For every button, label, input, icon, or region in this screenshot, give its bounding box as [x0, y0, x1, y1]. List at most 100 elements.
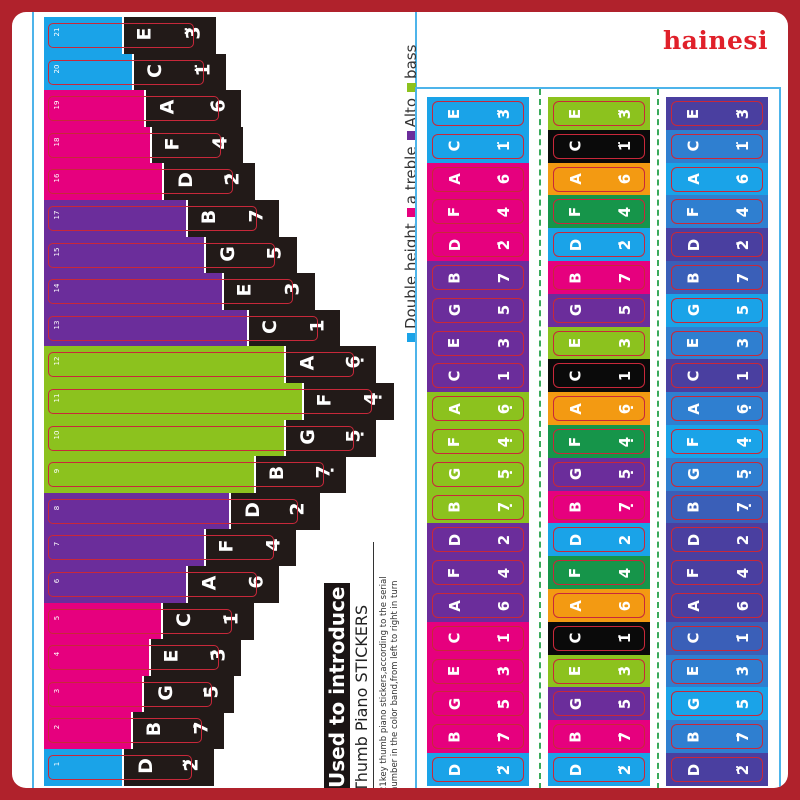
- sticker-cell: B 7̣: [548, 490, 650, 524]
- sticker-number: 7̣: [733, 501, 752, 513]
- key-number: 16: [53, 173, 61, 183]
- sticker-note: A: [566, 599, 585, 612]
- sticker-column-gradient: E 3̈ C 1̈ A 6̇ F 4̇ D 2̇ B 7 G 5 E 3 C 1 A 6̣ F 4̣ G 5̣ B 7̣ D 2 F 4 A…: [666, 97, 768, 787]
- sticker-cell: D 2̇: [666, 228, 768, 262]
- sticker-cell: F 4̣: [666, 425, 768, 458]
- sticker-number: 4̣: [733, 436, 752, 447]
- sticker-outline: B 7̇: [553, 724, 645, 750]
- sticker-note: A: [566, 173, 585, 185]
- sticker-cell: E 3̇: [427, 654, 529, 688]
- sticker-number: 7̇: [494, 731, 513, 742]
- sticker-cell: F 4̇: [548, 195, 650, 229]
- sticker-cell: G 5̇: [548, 687, 650, 721]
- sticker-number: 3̈: [733, 108, 752, 119]
- sticker-number: 1̇: [494, 633, 513, 644]
- sticker-cell: E 3̇: [548, 654, 650, 688]
- key-number: 6: [53, 578, 61, 584]
- sticker-number: 1: [615, 370, 634, 382]
- sticker-number: 3̈: [615, 108, 634, 119]
- sticker-number: 5̇: [494, 698, 513, 710]
- sticker-note: G: [567, 697, 586, 711]
- sticker-note: E: [566, 337, 585, 349]
- sticker-cell: G 5̣: [548, 457, 650, 491]
- sticker-note: E: [684, 337, 703, 349]
- key-label-tab: E 3̈: [122, 17, 216, 54]
- key-note: C: [258, 319, 281, 334]
- sticker-note: A: [445, 599, 464, 612]
- sticker-outline: E 3̈: [432, 101, 524, 126]
- sticker-note: B: [445, 271, 464, 284]
- sticker-columns-panel: E 3̈ C 1̈ A 6̇ F 4̇ D 2̇ B 7 G 5 E 3 C 1 A 6̣ F 4̣ G 5̣ B 7̣ D 2 F 4 A…: [415, 87, 781, 788]
- sticker-cell: G 5̇: [427, 687, 529, 721]
- key-color-band: 7: [44, 529, 274, 567]
- sticker-note: B: [445, 730, 464, 743]
- key-note: B: [198, 209, 221, 225]
- sticker-note: E: [566, 665, 585, 677]
- cut-line: [539, 89, 541, 788]
- sticker-outline: G 5̣: [553, 461, 645, 487]
- key-number: 18: [53, 137, 61, 147]
- sticker-outline: D 2̇: [671, 232, 763, 258]
- sticker-cell: E 3̈: [548, 97, 650, 130]
- sticker-note: F: [445, 567, 464, 578]
- key-note: E: [233, 283, 256, 297]
- sticker-cell: B 7̣: [666, 490, 768, 524]
- key-note: G: [154, 684, 177, 701]
- key-label-tab: G 5̣: [284, 419, 376, 457]
- key-note: F: [215, 539, 238, 553]
- key-label-tab: E 3̇: [149, 639, 241, 677]
- sticker-note: C: [566, 140, 585, 152]
- sticker-note: G: [446, 304, 465, 317]
- sticker-cell: A 6̣: [548, 392, 650, 426]
- key-number: 14: [53, 283, 61, 293]
- key-label-tab: B 7̇: [131, 712, 224, 750]
- sticker-number: 3: [733, 337, 752, 349]
- sticker-cell: E 3̈: [666, 97, 768, 130]
- sticker-number: 1̈: [615, 141, 634, 152]
- sticker-note: F: [684, 206, 703, 218]
- sticker-note: C: [566, 370, 585, 382]
- sticker-note: F: [684, 567, 703, 578]
- sticker-number: 1̇: [733, 633, 752, 644]
- sticker-cell: A 6̇: [666, 162, 768, 196]
- sticker-number: 2̇: [733, 239, 752, 250]
- key-label-tab: F 4̣: [302, 383, 394, 420]
- sticker-note: D: [446, 533, 465, 547]
- key-color-band: 16: [44, 163, 233, 201]
- sticker-number: 1̈: [494, 141, 513, 152]
- sticker-outline: A 6̣: [553, 396, 645, 422]
- sticker-number: 2̈: [733, 764, 752, 775]
- sticker-number: 4: [733, 567, 752, 578]
- sticker-number: 2: [494, 534, 513, 546]
- sticker-outline: D 2̈: [553, 757, 645, 782]
- sticker-note: B: [566, 730, 585, 743]
- sticker-outline: G 5̇: [553, 691, 645, 717]
- sticker-number: 6̇: [494, 173, 513, 185]
- key-solfege-number: 2̈: [180, 758, 203, 772]
- sticker-cell: G 5̇: [666, 687, 768, 721]
- sticker-note: C: [566, 632, 585, 644]
- key-label-tab: B 7̣: [254, 456, 346, 494]
- key-solfege-number: 7̇: [190, 721, 213, 736]
- sticker-cell: C 1̈: [427, 129, 529, 163]
- sticker-cell: E 3̈: [427, 97, 529, 130]
- key-number: 12: [53, 356, 61, 366]
- sticker-note: G: [567, 468, 586, 481]
- sticker-number: 7: [615, 272, 634, 283]
